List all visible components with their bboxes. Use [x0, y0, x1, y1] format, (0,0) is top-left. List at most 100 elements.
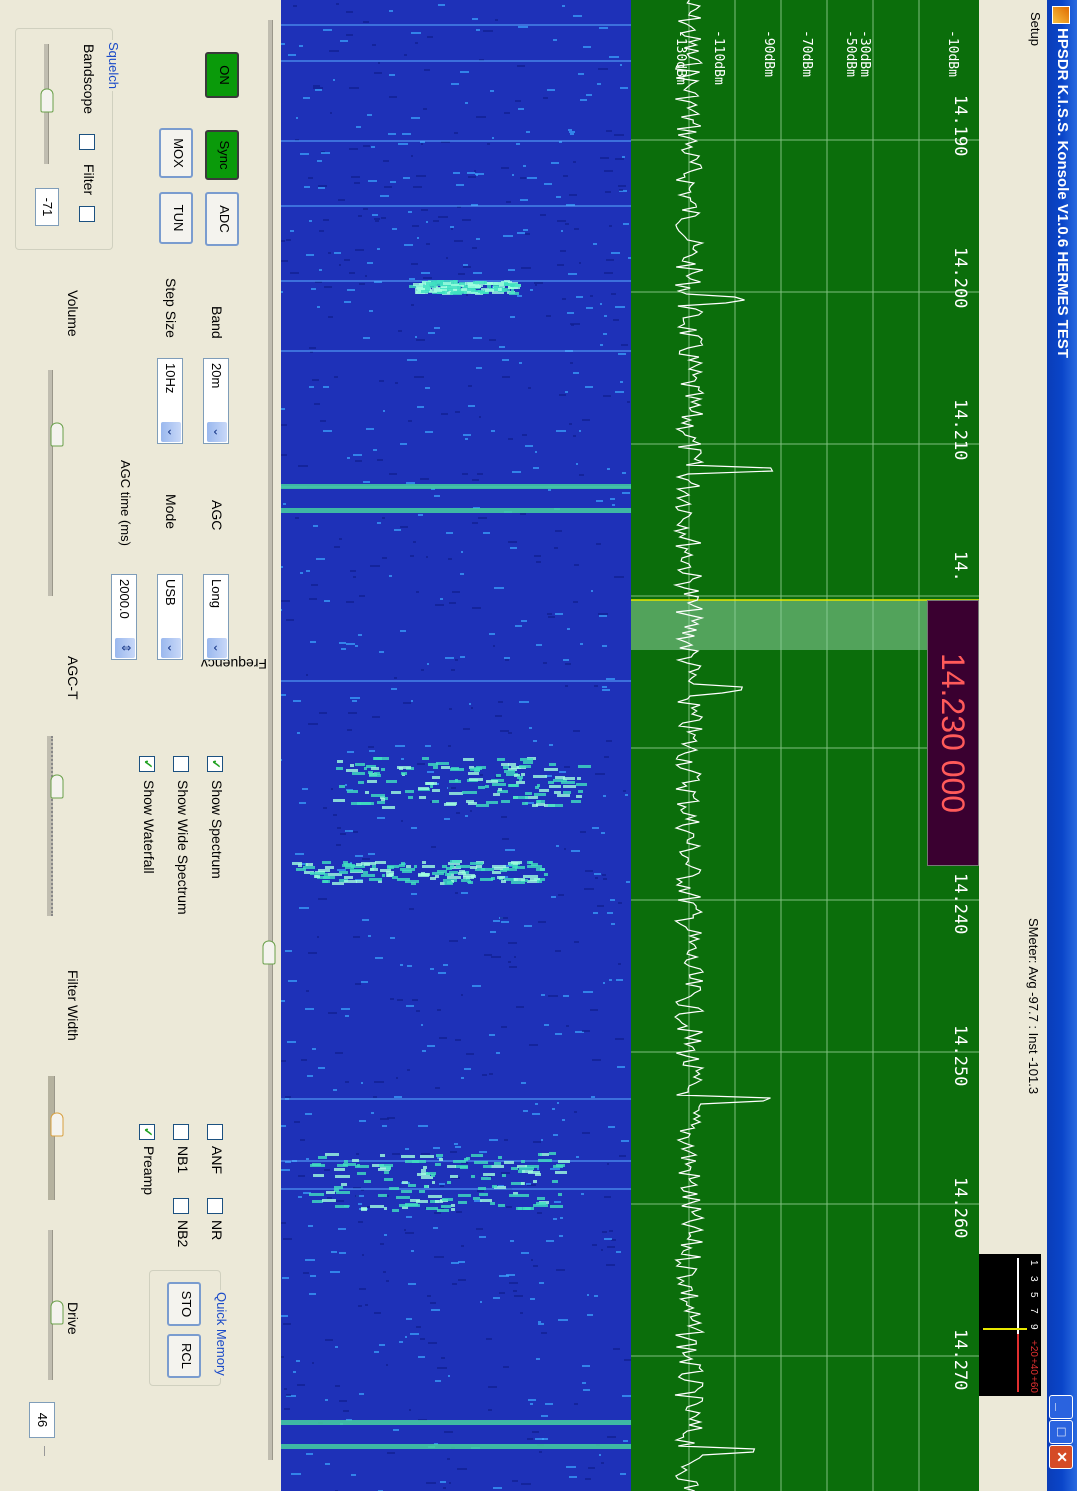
title-bar[interactable]: HPSDR K.I.S.S. Konsole V1.0.6 HERMES TES… [1047, 0, 1077, 1491]
waterfall-speckle [358, 1203, 362, 1205]
waterfall-speckle [299, 802, 306, 804]
anf-checkbox[interactable] [207, 1124, 223, 1140]
waterfall-speckle [521, 1483, 531, 1485]
agc-t-slider-thumb[interactable] [50, 774, 64, 799]
waterfall-display[interactable] [281, 0, 631, 1491]
preamp-checkbox[interactable]: ✓ [139, 1124, 155, 1140]
waterfall-signal [521, 773, 525, 776]
adc-button[interactable]: ADC [205, 192, 239, 246]
waterfall-speckle [586, 307, 593, 309]
menu-setup[interactable]: Setup [1028, 12, 1043, 46]
close-button[interactable]: ✕ [1049, 1445, 1073, 1469]
mode-select[interactable]: USB ⌄ [157, 574, 183, 660]
waterfall-speckle [499, 346, 505, 348]
waterfall-speckle [355, 855, 363, 857]
waterfall-signal [517, 776, 523, 779]
waterfall-speckle [501, 816, 507, 818]
bandscope-checkbox[interactable] [79, 134, 95, 150]
step-size-select[interactable]: 10Hz ⌄ [157, 358, 183, 444]
waterfall-signal [481, 1177, 491, 1180]
waterfall-speckle [323, 386, 329, 388]
waterfall-speckle [354, 182, 360, 184]
on-button[interactable]: ON [205, 52, 239, 98]
sync-button[interactable]: Sync [205, 130, 239, 180]
volume-slider-track[interactable] [48, 370, 53, 596]
mox-button[interactable]: MOX [159, 128, 193, 178]
waterfall-signal [442, 1198, 453, 1201]
agc-time-spinner[interactable]: 2000.0 ⇕ [111, 574, 137, 660]
spectrum-display[interactable]: -10dBm -30dBm -50dBm -70dBm -90dBm -110d… [631, 0, 979, 1491]
frequency-slider-track[interactable] [268, 20, 273, 1460]
waterfall-speckle [476, 367, 482, 369]
minimize-button[interactable]: _ [1049, 1395, 1073, 1419]
waterfall-speckle [576, 296, 583, 298]
chevron-down-icon[interactable]: ⌄ [207, 638, 227, 658]
filter-width-slider-track[interactable] [48, 1076, 55, 1200]
waterfall-signal [537, 1197, 545, 1200]
drive-slider-thumb[interactable] [50, 1300, 64, 1325]
frequency-slider-thumb[interactable] [262, 940, 276, 965]
waterfall-speckle [484, 954, 492, 956]
waterfall-signal [492, 783, 506, 786]
volume-slider-thumb[interactable] [50, 422, 64, 447]
nb1-checkbox[interactable] [173, 1124, 189, 1140]
waterfall-signal [437, 1209, 449, 1212]
frequency-display[interactable]: 14.230 000 [927, 600, 979, 866]
waterfall-speckle [489, 1139, 498, 1141]
waterfall-speckle [582, 1030, 590, 1032]
band-select[interactable]: 20m ⌄ [203, 358, 229, 444]
waterfall-signal [401, 862, 405, 865]
waterfall-speckle [288, 54, 296, 56]
smeter-scale-label: 7 [1028, 1308, 1039, 1314]
sto-button[interactable]: STO [167, 1282, 201, 1326]
waterfall-speckle [311, 584, 318, 586]
waterfall-signal [414, 865, 417, 868]
waterfall-speckle [425, 387, 430, 389]
waterfall-signal [522, 802, 528, 805]
rcl-button[interactable]: RCL [167, 1334, 201, 1378]
maximize-button[interactable]: □ [1049, 1420, 1073, 1444]
tun-button[interactable]: TUN [159, 192, 193, 244]
waterfall-signal [371, 767, 379, 770]
waterfall-speckle [285, 1096, 291, 1098]
filter-checkbox[interactable] [79, 206, 95, 222]
waterfall-signal [369, 878, 382, 881]
waterfall-speckle [425, 745, 431, 747]
waterfall-speckle [328, 1012, 337, 1014]
waterfall-signal [419, 796, 426, 799]
agc-select[interactable]: Long ⌄ [203, 574, 229, 660]
waterfall-speckle [580, 99, 587, 101]
waterfall-signal [525, 792, 532, 795]
waterfall-signal [424, 1185, 428, 1188]
nb2-checkbox[interactable] [173, 1198, 189, 1214]
nr-checkbox[interactable] [207, 1198, 223, 1214]
waterfall-speckle [569, 194, 577, 196]
nb1-label: NB1 [175, 1146, 191, 1174]
waterfall-signal [461, 288, 467, 291]
chevron-down-icon[interactable]: ⌄ [207, 422, 227, 442]
waterfall-signal [491, 1165, 504, 1168]
drive-value[interactable]: 46 [29, 1402, 55, 1438]
waterfall-signal [326, 1191, 335, 1194]
squelch-slider-thumb[interactable] [40, 88, 54, 113]
waterfall-speckle [368, 853, 375, 855]
filter-width-slider-thumb[interactable] [50, 1112, 64, 1137]
chevron-down-icon[interactable]: ⌄ [161, 422, 181, 442]
chevron-down-icon[interactable]: ⌄ [161, 638, 181, 658]
waterfall-speckle [600, 157, 609, 159]
waterfall-speckle [281, 1000, 285, 1002]
spin-icon[interactable]: ⇕ [115, 638, 135, 658]
waterfall-signal [473, 281, 487, 284]
agc-t-slider-track[interactable] [47, 736, 53, 916]
show-wide-spectrum-checkbox[interactable] [173, 756, 189, 772]
show-waterfall-checkbox[interactable]: ✓ [139, 756, 155, 772]
waterfall-speckle [431, 1309, 440, 1311]
waterfall-speckle [423, 277, 432, 279]
waterfall-speckle [460, 656, 465, 658]
show-spectrum-checkbox[interactable]: ✓ [207, 756, 223, 772]
waterfall-signal [523, 875, 538, 878]
squelch-value[interactable]: -71 [35, 188, 59, 226]
waterfall-speckle [607, 1163, 609, 1165]
waterfall-signal [322, 1199, 336, 1202]
waterfall-speckle [558, 894, 564, 896]
